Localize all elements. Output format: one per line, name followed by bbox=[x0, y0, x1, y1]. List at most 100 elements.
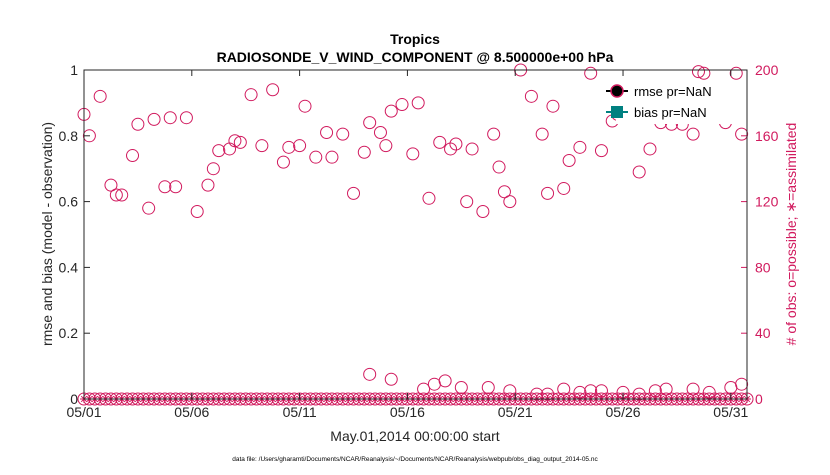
obs-possible-point bbox=[697, 66, 711, 80]
x-tick-label: 05/31 bbox=[713, 404, 748, 420]
obs-possible-point bbox=[503, 195, 517, 209]
obs-low-point bbox=[438, 374, 452, 388]
y-axis-label-right: # of obs: o=possible; ∗=assimilated bbox=[783, 123, 799, 346]
y-right-tick-label: 80 bbox=[755, 259, 771, 275]
obs-possible-point bbox=[233, 135, 247, 149]
obs-possible-point bbox=[584, 66, 598, 80]
obs-possible-point bbox=[228, 134, 242, 148]
plot-frame bbox=[83, 69, 748, 400]
obs-possible-point bbox=[691, 65, 705, 79]
obs-possible-point bbox=[476, 204, 490, 218]
obs-possible-point bbox=[147, 112, 161, 126]
obs-possible-point bbox=[223, 142, 237, 156]
obs-possible-point bbox=[190, 204, 204, 218]
y-left-tick-label: 0 bbox=[70, 391, 78, 407]
obs-possible-point bbox=[293, 139, 307, 153]
chart-title-line2: RADIOSONDE_V_WIND_COMPONENT @ 8.500000e+… bbox=[217, 49, 614, 65]
obs-possible-point bbox=[562, 153, 576, 167]
obs-possible-point bbox=[82, 129, 96, 143]
legend-box bbox=[616, 80, 744, 124]
obs-possible-point bbox=[255, 139, 269, 153]
obs-possible-point bbox=[541, 186, 555, 200]
footnote: data file: /Users/gharamti/Documents/NCA… bbox=[232, 456, 598, 463]
obs-possible-point bbox=[298, 99, 312, 113]
x-tick-label: 05/01 bbox=[66, 404, 101, 420]
obs-possible-point bbox=[379, 139, 393, 153]
x-tick-label: 05/21 bbox=[498, 404, 533, 420]
obs-possible-point bbox=[179, 111, 193, 125]
obs-possible-point bbox=[244, 88, 258, 102]
obs-possible-point bbox=[487, 127, 501, 141]
obs-possible-point bbox=[363, 116, 377, 130]
obs-possible-point bbox=[535, 127, 549, 141]
obs-possible-point bbox=[497, 185, 511, 199]
obs-possible-point bbox=[357, 145, 371, 159]
obs-possible-point bbox=[373, 126, 387, 140]
obs-possible-point bbox=[347, 186, 361, 200]
obs-possible-point bbox=[320, 126, 334, 140]
y-right-tick-label: 120 bbox=[755, 194, 779, 210]
obs-possible-point bbox=[115, 188, 129, 202]
obs-possible-point bbox=[460, 195, 474, 209]
obs-possible-point bbox=[686, 127, 700, 141]
x-tick-label: 05/26 bbox=[606, 404, 641, 420]
y-left-tick-label: 0.4 bbox=[59, 259, 79, 275]
x-tick-label: 05/16 bbox=[390, 404, 425, 420]
y-left-tick-label: 0.2 bbox=[59, 325, 79, 341]
y-right-tick-label: 0 bbox=[755, 391, 763, 407]
chart-title-line1: Tropics bbox=[390, 31, 440, 47]
obs-low-point bbox=[481, 380, 495, 394]
obs-possible-point bbox=[163, 111, 177, 125]
obs-possible-point bbox=[206, 162, 220, 176]
obs-possible-point bbox=[422, 191, 436, 205]
obs-possible-point bbox=[729, 66, 743, 80]
x-tick-label: 05/06 bbox=[174, 404, 209, 420]
y-axis-label-left: rmse and bias (model - observation) bbox=[39, 122, 55, 346]
x-tick-label: 05/11 bbox=[283, 404, 317, 420]
x-axis-label: May.01,2014 00:00:00 start bbox=[330, 428, 500, 444]
obs-low-point bbox=[454, 380, 468, 394]
obs-possible-point bbox=[93, 89, 107, 103]
obs-low-point bbox=[384, 372, 398, 386]
obs-low-point bbox=[363, 367, 377, 381]
obs-possible-point bbox=[201, 178, 215, 192]
obs-possible-point bbox=[492, 160, 506, 174]
obs-possible-point bbox=[212, 144, 226, 158]
obs-possible-point bbox=[169, 180, 183, 194]
obs-possible-point bbox=[325, 150, 339, 164]
obs-possible-point bbox=[632, 165, 646, 179]
obs-possible-point bbox=[336, 127, 350, 141]
obs-possible-point bbox=[643, 142, 657, 156]
legend-rmse-label: rmse pr=NaN bbox=[634, 84, 712, 99]
obs-low-point bbox=[735, 377, 749, 391]
obs-possible-point bbox=[131, 117, 145, 131]
obs-possible-point bbox=[735, 127, 749, 141]
obs-possible-point bbox=[594, 144, 608, 158]
obs-possible-point bbox=[282, 140, 296, 154]
obs-possible-point bbox=[444, 142, 458, 156]
obs-possible-point bbox=[395, 98, 409, 112]
obs-possible-point bbox=[449, 137, 463, 151]
obs-possible-point bbox=[109, 188, 123, 202]
obs-possible-point bbox=[557, 181, 571, 195]
legend: rmse pr=NaN bias pr=NaN bbox=[606, 80, 744, 124]
obs-possible-point bbox=[433, 135, 447, 149]
y-left-tick-label: 0.8 bbox=[59, 128, 79, 144]
legend-bias-label: bias pr=NaN bbox=[634, 105, 707, 120]
obs-possible-point bbox=[266, 83, 280, 97]
obs-possible-point bbox=[104, 178, 118, 192]
obs-possible-point bbox=[276, 155, 290, 169]
obs-possible-point bbox=[406, 147, 420, 161]
obs-low-point bbox=[724, 380, 738, 394]
y-right-tick-label: 200 bbox=[755, 62, 779, 78]
y-right-tick-label: 40 bbox=[755, 325, 771, 341]
obs-possible-point bbox=[411, 96, 425, 110]
obs-possible-point bbox=[142, 201, 156, 215]
obs-possible-point bbox=[309, 150, 323, 164]
legend-bias-marker bbox=[611, 106, 623, 118]
obs-possible-point bbox=[546, 99, 560, 113]
y-left-tick-label: 0.6 bbox=[59, 194, 79, 210]
y-left-tick-label: 1 bbox=[70, 62, 78, 78]
